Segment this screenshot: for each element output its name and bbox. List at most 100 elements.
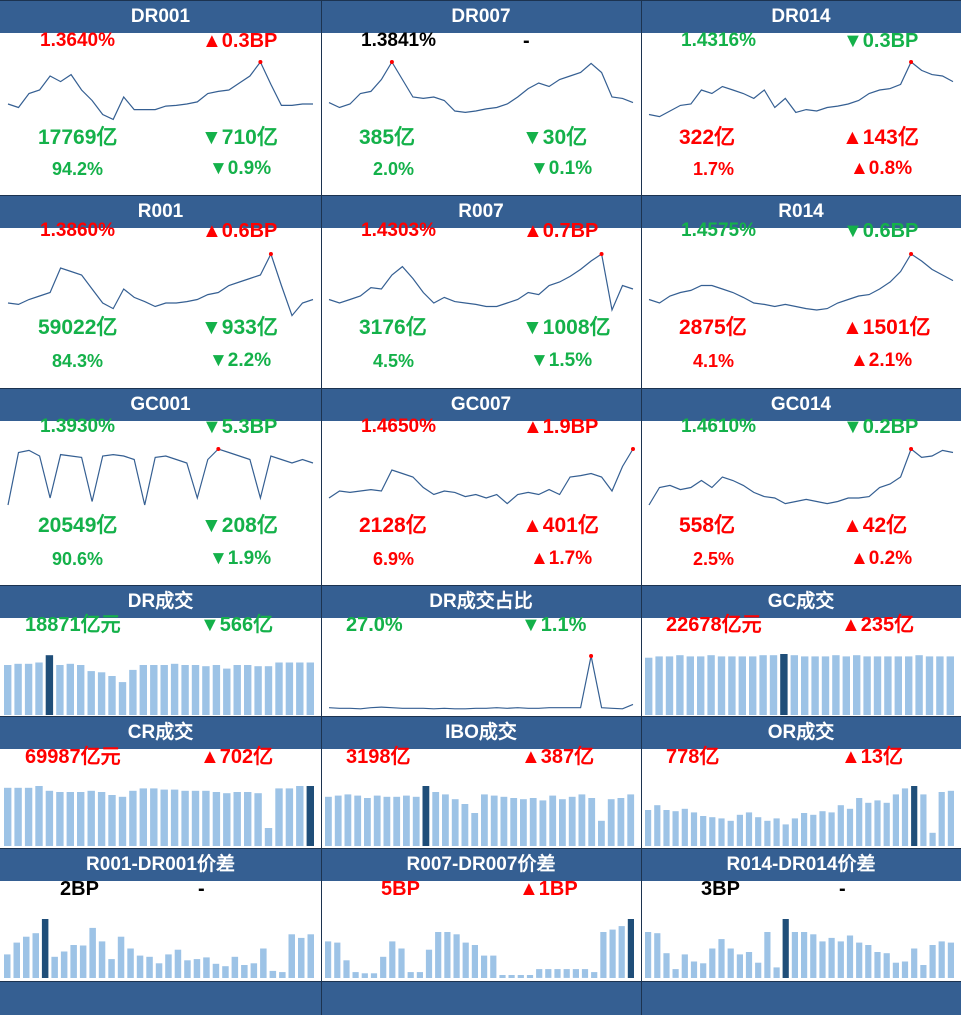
- peak-point: [599, 252, 604, 256]
- volume-value: 20549亿: [38, 514, 118, 537]
- bar: [275, 662, 283, 715]
- bar: [655, 656, 663, 715]
- bar: [865, 945, 872, 978]
- bar: [617, 798, 625, 846]
- bar: [60, 951, 68, 978]
- panel-chart: [328, 654, 634, 710]
- bar: [296, 786, 304, 846]
- volume-change-value: ▲702亿: [200, 746, 274, 768]
- bar: [510, 798, 518, 846]
- bar: [490, 795, 498, 846]
- rate-change-value: ▼0.3BP: [843, 30, 919, 52]
- share-value: 84.3%: [52, 351, 104, 371]
- bar: [407, 972, 414, 978]
- series-line: [648, 253, 954, 311]
- bar: [285, 662, 294, 715]
- bar: [13, 942, 20, 978]
- bar: [873, 656, 882, 715]
- panel-title: IBO成交: [321, 716, 641, 749]
- bar: [380, 956, 387, 978]
- grid-divider: [321, 0, 322, 1015]
- bar: [108, 959, 115, 978]
- bar: [588, 798, 596, 846]
- bar: [139, 788, 147, 846]
- rate-change-value: ▲0.7BP: [523, 220, 599, 242]
- bar: [672, 811, 679, 846]
- bar: [306, 662, 314, 715]
- bar: [819, 941, 826, 978]
- bar: [801, 813, 808, 846]
- bar: [442, 794, 449, 846]
- peak-point: [631, 447, 635, 451]
- bar: [127, 948, 134, 978]
- bar: [554, 969, 561, 978]
- series-line: [7, 252, 314, 317]
- rate-value: 1.4650%: [361, 416, 437, 437]
- bar: [810, 814, 817, 846]
- share-change-value: ▲0.8%: [850, 158, 913, 179]
- bar: [481, 955, 488, 978]
- bar: [791, 932, 798, 978]
- bar: [79, 945, 87, 978]
- bar: [170, 663, 179, 715]
- panel-chart: [648, 252, 954, 311]
- panel-5: R007 1.4303% ▲0.7BP 3176亿 ▼1008亿 4.5% ▼1.5%: [321, 195, 641, 388]
- bar: [32, 933, 39, 978]
- bar: [563, 969, 570, 978]
- bar: [77, 665, 85, 715]
- bar: [325, 941, 332, 978]
- bar: [150, 665, 158, 715]
- share-change-value: ▼0.1%: [530, 158, 593, 179]
- bar: [832, 655, 840, 715]
- bar: [285, 788, 294, 846]
- volume-value: 2BP: [60, 878, 99, 900]
- bar: [233, 792, 241, 846]
- volume-change-value: ▼30亿: [522, 126, 588, 149]
- share-value: 6.9%: [373, 549, 415, 569]
- bar: [35, 662, 43, 715]
- bar: [745, 952, 753, 978]
- grid-divider: [0, 0, 961, 1]
- share-change-value: ▼1.9%: [209, 548, 272, 569]
- dashboard-footer-bar: [0, 981, 961, 1015]
- bar: [690, 812, 698, 846]
- bar: [432, 792, 440, 846]
- bar: [4, 665, 12, 715]
- bar: [222, 966, 229, 978]
- bar: [354, 795, 362, 846]
- bar: [920, 965, 927, 978]
- bar: [920, 794, 927, 846]
- bar: [707, 655, 715, 715]
- rate-change-value: ▲0.3BP: [202, 30, 278, 52]
- bar: [727, 820, 734, 846]
- bar: [837, 941, 844, 978]
- bar: [165, 954, 172, 978]
- bar: [288, 934, 295, 978]
- panel-chart: [328, 252, 634, 313]
- bar: [233, 665, 241, 715]
- bar: [343, 960, 350, 978]
- bar: [444, 932, 451, 978]
- bar: [184, 960, 191, 978]
- bar: [846, 808, 854, 846]
- bar: [202, 666, 210, 715]
- bar: [654, 933, 661, 978]
- bar: [686, 656, 694, 715]
- bar: [373, 795, 381, 846]
- bar: [250, 963, 258, 978]
- bar: [627, 794, 635, 846]
- volume-change-value: -: [839, 878, 846, 900]
- bar: [810, 934, 817, 978]
- bar: [526, 975, 534, 978]
- bar: [118, 682, 127, 715]
- panel-title: R007: [321, 195, 641, 228]
- rate-change-value: ▼0.2BP: [843, 416, 919, 438]
- bar: [490, 955, 497, 978]
- bar: [307, 934, 314, 978]
- volume-value: 322亿: [679, 126, 736, 149]
- panel-chart: [328, 447, 635, 505]
- bar: [883, 802, 890, 846]
- share-change-value: ▲2.1%: [850, 350, 913, 371]
- bar: [129, 790, 137, 846]
- bar: [801, 656, 809, 715]
